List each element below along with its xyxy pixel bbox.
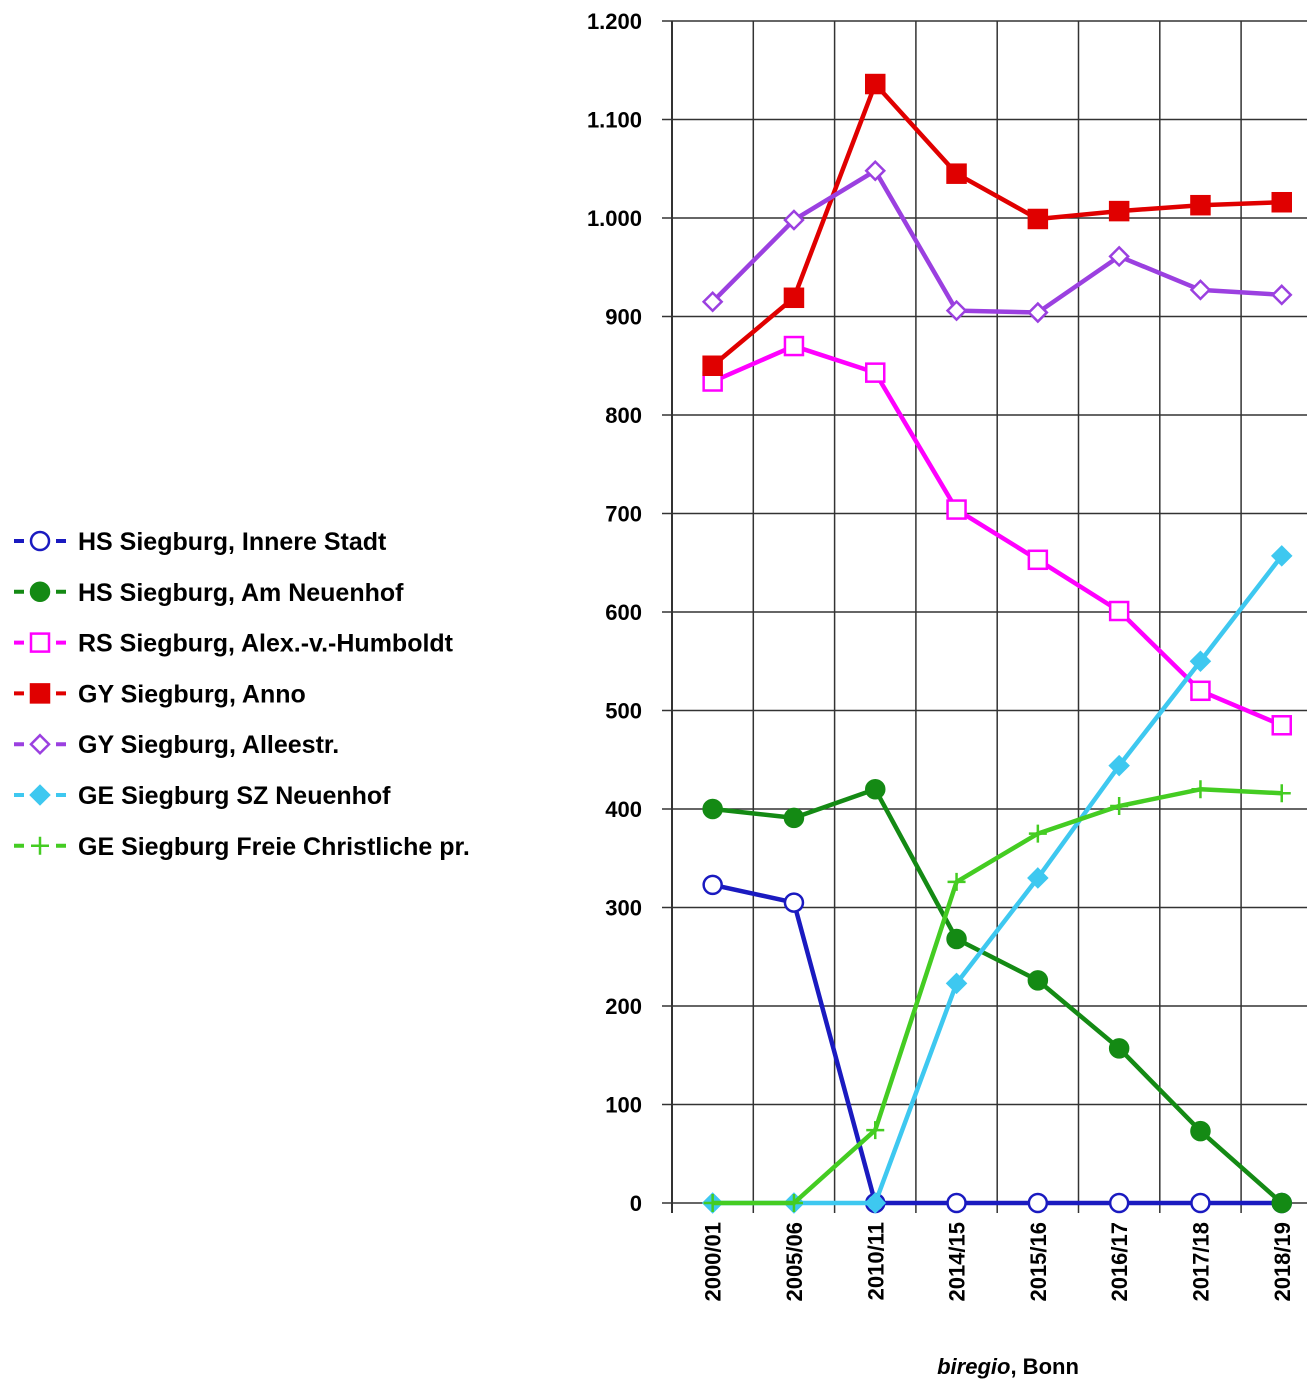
x-tick-label: 2015/16 — [1026, 1222, 1051, 1302]
series-line — [712, 787, 1282, 1206]
y-tick-label: 1.000 — [587, 206, 642, 231]
marker — [1027, 549, 1049, 571]
marker — [1110, 797, 1129, 816]
y-tick-label: 300 — [605, 896, 642, 921]
marker — [1028, 824, 1047, 843]
marker — [946, 928, 967, 950]
marker — [29, 733, 51, 755]
source-note: biregio, Bonn — [937, 1354, 1079, 1379]
y-tick-label: 700 — [605, 502, 642, 527]
marker — [702, 874, 723, 896]
series-line — [711, 168, 1282, 315]
marker — [1270, 545, 1293, 567]
marker — [702, 798, 723, 820]
marker — [701, 290, 724, 313]
marker — [703, 1194, 722, 1212]
marker — [1108, 200, 1130, 222]
marker — [1272, 784, 1291, 803]
marker — [1190, 1120, 1211, 1142]
marker — [1189, 279, 1212, 301]
marker — [29, 530, 51, 552]
marker — [864, 1192, 887, 1214]
marker — [866, 1121, 885, 1140]
series-line — [712, 787, 1284, 1205]
legend-label: HS Siegburg, Innere Stadt — [78, 528, 387, 556]
y-tick-label: 1.200 — [587, 9, 642, 34]
y-tick-label: 200 — [605, 994, 642, 1019]
y-tick-label: 500 — [605, 699, 642, 724]
marker — [865, 779, 886, 800]
y-tick-label: 400 — [605, 797, 642, 822]
marker — [946, 1192, 967, 1214]
legend-label: RS Siegburg, Alex.-v.-Humboldt — [78, 630, 454, 658]
x-tick-label: 2018/19 — [1270, 1222, 1295, 1302]
marker — [864, 159, 887, 182]
series-line — [712, 554, 1284, 1206]
legend-label: GE Siegburg SZ Neuenhof — [78, 782, 391, 810]
y-tick-label: 100 — [605, 1093, 642, 1118]
source-emphasis: biregio — [937, 1354, 1010, 1379]
marker — [1108, 1038, 1130, 1059]
legend-label: GY Siegburg, Alleestr. — [78, 731, 339, 759]
marker — [1027, 208, 1049, 230]
marker — [1191, 780, 1210, 799]
marker — [945, 299, 968, 322]
marker — [946, 499, 967, 520]
x-tick-label: 2010/11 — [863, 1222, 888, 1300]
marker — [865, 73, 886, 95]
y-tick-label: 1.100 — [587, 108, 642, 133]
y-tick-label: 0 — [630, 1191, 642, 1216]
marker — [783, 335, 805, 357]
marker — [1271, 1192, 1292, 1214]
marker — [1108, 600, 1130, 622]
marker — [1108, 754, 1130, 777]
marker — [783, 807, 805, 829]
series-line — [712, 882, 1282, 1206]
marker — [1189, 650, 1212, 673]
marker — [783, 209, 805, 231]
marker — [702, 355, 723, 376]
marker — [946, 163, 967, 184]
marker — [1190, 194, 1211, 216]
x-tick-label: 2014/15 — [945, 1222, 970, 1302]
marker — [783, 287, 805, 309]
legend-label: GY Siegburg, Anno — [78, 680, 306, 708]
y-tick-label: 600 — [605, 600, 642, 625]
marker — [947, 872, 966, 891]
marker — [29, 784, 51, 806]
marker — [1027, 1192, 1049, 1214]
marker — [29, 632, 51, 653]
marker — [784, 1194, 803, 1212]
marker — [1190, 1192, 1211, 1214]
source-rest: , Bonn — [1010, 1354, 1078, 1379]
x-tick-label: 2000/01 — [701, 1222, 726, 1302]
marker — [1271, 715, 1292, 736]
y-tick-label: 900 — [605, 305, 642, 330]
marker — [29, 581, 51, 603]
marker — [945, 972, 968, 995]
marker — [29, 683, 51, 704]
series-line — [711, 81, 1282, 368]
marker — [783, 892, 805, 913]
x-tick-label: 2005/06 — [782, 1222, 807, 1302]
marker — [1108, 245, 1130, 268]
marker — [1108, 1192, 1130, 1214]
legend-label: GE Siegburg Freie Christliche pr. — [78, 833, 470, 861]
y-tick-label: 800 — [605, 403, 642, 428]
marker — [1270, 284, 1293, 306]
marker — [1190, 680, 1211, 702]
marker — [31, 836, 49, 855]
x-tick-label: 2016/17 — [1107, 1222, 1132, 1302]
marker — [865, 362, 886, 383]
x-tick-label: 2017/18 — [1188, 1222, 1213, 1302]
marker — [1027, 867, 1049, 889]
marker — [1027, 301, 1049, 324]
legend-label: HS Siegburg, Am Neuenhof — [78, 579, 404, 607]
marker — [1271, 191, 1292, 213]
marker — [1027, 970, 1049, 991]
